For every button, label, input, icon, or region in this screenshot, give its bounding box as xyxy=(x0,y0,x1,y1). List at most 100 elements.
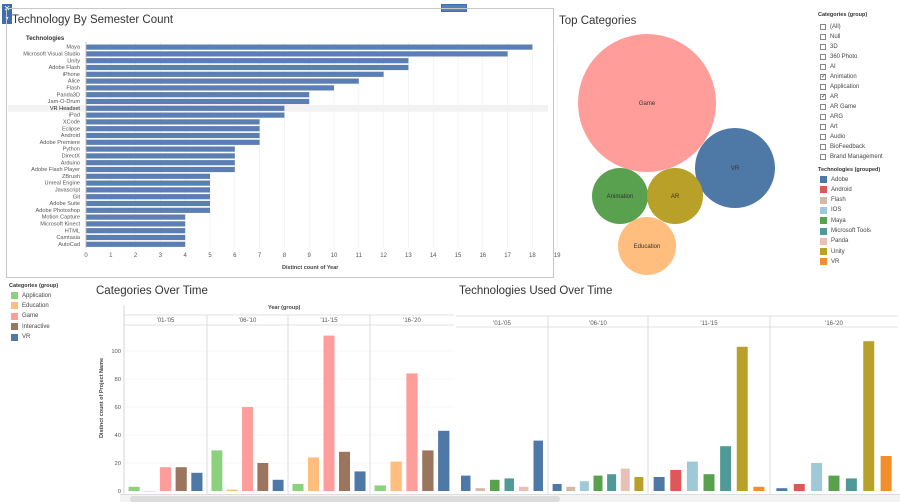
tech-bar[interactable] xyxy=(86,241,186,247)
tech-legend-item[interactable]: Android xyxy=(820,186,852,194)
tech-legend-item[interactable]: Unity xyxy=(820,248,845,256)
checkbox[interactable] xyxy=(820,114,826,120)
cat-time-bar[interactable] xyxy=(390,461,402,491)
cat-time-bar[interactable] xyxy=(144,491,156,492)
tech-row-label[interactable]: Jam-O-Drum xyxy=(48,99,81,105)
tech-legend-item[interactable]: Microsoft Tools xyxy=(820,227,871,235)
tech-time-bar[interactable] xyxy=(634,477,644,491)
tech-bar[interactable] xyxy=(86,153,235,159)
cat-legend-item[interactable]: VR xyxy=(11,333,30,341)
cat-time-bar[interactable] xyxy=(211,450,223,491)
tech-bar[interactable] xyxy=(86,139,260,145)
category-filter-item[interactable]: AI xyxy=(820,64,836,70)
category-filter-item[interactable]: 360 Photo xyxy=(820,54,857,60)
tech-legend-item[interactable]: IOS xyxy=(820,206,841,214)
cat-time-bar[interactable] xyxy=(354,471,366,491)
tech-row-label[interactable]: Adobe Suite xyxy=(50,201,80,207)
tech-time-bar[interactable] xyxy=(811,463,823,491)
tech-bar[interactable] xyxy=(86,214,186,220)
checkbox[interactable] xyxy=(820,144,826,150)
checkbox[interactable] xyxy=(820,64,826,70)
category-filter-item[interactable]: AR Game xyxy=(820,104,856,110)
cat-time-bar[interactable] xyxy=(374,485,386,491)
cat-time-bar[interactable] xyxy=(175,467,187,491)
tech-row-label[interactable]: Camtasia xyxy=(56,235,81,241)
category-filter-item[interactable]: Brand Management xyxy=(820,154,883,160)
cat-time-bar[interactable] xyxy=(159,467,172,491)
checkbox[interactable]: ✓ xyxy=(820,74,827,80)
tech-time-bar[interactable] xyxy=(776,488,788,491)
cat-legend-item[interactable]: Education xyxy=(11,302,49,310)
tech-time-bar[interactable] xyxy=(566,486,576,491)
tech-row-label[interactable]: Arduino xyxy=(61,160,80,166)
tech-time-bar[interactable] xyxy=(475,488,485,491)
tech-row-label[interactable]: Javascript xyxy=(55,188,81,194)
cat-time-bar[interactable] xyxy=(242,407,253,491)
category-filter-item[interactable]: 3D xyxy=(820,44,838,50)
checkbox[interactable] xyxy=(820,54,826,60)
tech-row-label[interactable]: AutoCad xyxy=(58,242,80,248)
tech-bar[interactable] xyxy=(86,98,310,105)
tech-row-label[interactable]: HTML xyxy=(65,228,80,234)
tech-bar[interactable] xyxy=(86,112,285,118)
tech-bar[interactable] xyxy=(86,146,235,152)
tech-legend-item[interactable]: Panda xyxy=(820,237,848,245)
tech-row-label[interactable]: Microsoft Visual Studio xyxy=(23,52,80,58)
tech-row-label[interactable]: VR Headset xyxy=(50,106,81,112)
tech-row-label[interactable]: Microsoft Kinect xyxy=(40,222,80,228)
tech-row-label[interactable]: Git xyxy=(73,194,81,200)
tech-bar[interactable] xyxy=(86,187,210,193)
tech-bar[interactable] xyxy=(86,85,334,91)
cat-time-bar[interactable] xyxy=(272,479,284,491)
checkbox[interactable] xyxy=(820,154,826,160)
tech-row-label[interactable]: Android xyxy=(61,133,80,139)
bubble[interactable] xyxy=(592,168,648,224)
tech-time-bar[interactable] xyxy=(686,461,698,491)
checkbox[interactable] xyxy=(820,124,826,130)
tech-bar[interactable] xyxy=(86,194,210,200)
tech-time-bar[interactable] xyxy=(579,481,589,491)
cat-time-bar[interactable] xyxy=(307,457,320,491)
tech-time-bar[interactable] xyxy=(533,440,543,491)
tech-time-bar[interactable] xyxy=(593,475,603,491)
tech-time-bar[interactable] xyxy=(490,479,500,491)
cat-time-bar[interactable] xyxy=(323,335,335,491)
tech-bar[interactable] xyxy=(86,71,384,77)
tech-bar[interactable] xyxy=(86,119,260,125)
category-filter-item[interactable]: Null xyxy=(820,34,840,40)
checkbox[interactable]: ✓ xyxy=(820,94,827,100)
cat-time-bar[interactable] xyxy=(338,451,351,491)
tech-row-label[interactable]: Alice xyxy=(68,79,80,85)
tech-time-bar[interactable] xyxy=(863,341,875,491)
tech-time-bar[interactable] xyxy=(880,456,892,491)
tech-row-label[interactable]: Adobe Flash Player xyxy=(31,167,80,173)
category-filter-item[interactable]: Audio xyxy=(820,134,845,140)
checkbox[interactable] xyxy=(820,104,826,110)
tech-bar[interactable] xyxy=(86,180,210,186)
tech-time-bar[interactable] xyxy=(753,486,765,491)
category-filter-item[interactable]: ARG xyxy=(820,114,843,120)
tech-time-bar[interactable] xyxy=(720,446,732,491)
cat-legend-item[interactable]: Application xyxy=(11,292,51,299)
tech-time-bar[interactable] xyxy=(519,486,529,491)
tech-row-label[interactable]: Maya xyxy=(66,45,81,51)
cat-time-bar[interactable] xyxy=(292,484,304,491)
tech-legend-item[interactable]: VR xyxy=(820,258,839,266)
tech-row-label[interactable]: XCode xyxy=(63,120,80,126)
tech-time-bar[interactable] xyxy=(793,484,805,491)
category-filter-item[interactable]: ✓ AR xyxy=(820,94,838,100)
tech-row-label[interactable]: ZBrush xyxy=(62,174,80,180)
tech-row-label[interactable]: Unreal Engine xyxy=(45,181,80,187)
tech-bar[interactable] xyxy=(86,51,508,57)
category-filter-item[interactable]: Application xyxy=(820,84,859,90)
tech-bar[interactable] xyxy=(86,64,409,71)
tech-row-label[interactable]: Adobe Photoshop xyxy=(36,208,80,214)
tech-legend-item[interactable]: Maya xyxy=(820,217,846,225)
cat-time-bar[interactable] xyxy=(406,373,418,491)
checkbox[interactable] xyxy=(820,44,826,50)
tech-time-bar[interactable] xyxy=(620,468,630,491)
tech-bar[interactable] xyxy=(86,126,260,132)
tech-time-bar[interactable] xyxy=(607,474,617,491)
bubble[interactable] xyxy=(647,168,703,224)
cat-time-bar[interactable] xyxy=(422,450,434,491)
